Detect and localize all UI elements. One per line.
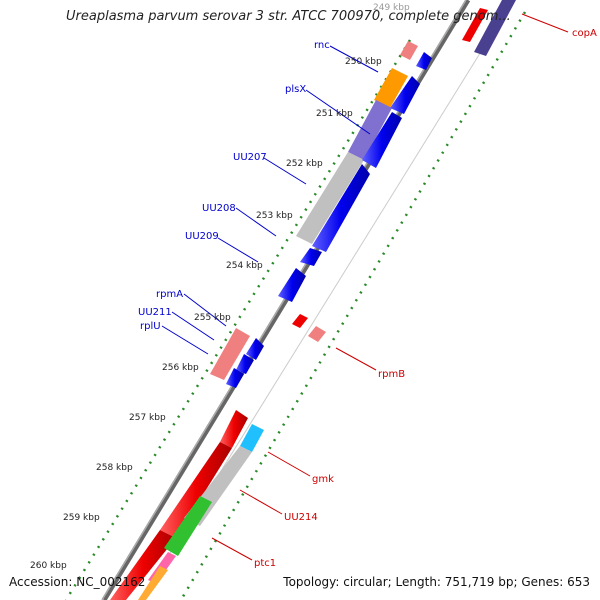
gene-label: UU208: [202, 203, 236, 214]
gene-label: UU207: [233, 152, 267, 163]
leader-UU208: [235, 207, 277, 237]
right-tick-track: [179, 11, 527, 600]
gene-label: rpmA: [156, 289, 183, 300]
gene-bottom-red-3[interactable]: [110, 530, 176, 600]
leader-rpmB: [335, 347, 377, 371]
gene-rnc-arrow[interactable]: [416, 52, 432, 70]
leader-UU209: [217, 237, 259, 263]
gene-UU211-arrow[interactable]: [236, 354, 254, 374]
gene-label: ptc1: [254, 558, 276, 569]
leader-rnc: [329, 45, 379, 73]
gene-rpmA-block[interactable]: [210, 328, 250, 380]
gene-bottom-red-2[interactable]: [160, 442, 232, 538]
gene-ptc1-green[interactable]: [164, 496, 212, 556]
leader-UU211: [171, 311, 215, 341]
gene-label: plsX: [285, 84, 306, 95]
gene-purple-block[interactable]: [348, 100, 392, 160]
tick-label: 259 kbp: [63, 513, 100, 523]
tick-label: 252 kbp: [286, 159, 323, 169]
map-title: Ureaplasma parvum serovar 3 str. ATCC 70…: [66, 9, 511, 24]
tick-label: 254 kbp: [226, 261, 263, 271]
gene-label: UU211: [138, 307, 172, 318]
gene-UU207-arrow[interactable]: [362, 112, 402, 168]
gene-label: gmk: [312, 474, 334, 485]
tick-label: 257 kbp: [129, 413, 166, 423]
gene-plsX-block[interactable]: [374, 68, 408, 108]
gene-label: rplU: [140, 321, 161, 332]
leader-gmk: [267, 451, 311, 477]
tick-label: 253 kbp: [256, 211, 293, 221]
leader-copA: [521, 13, 569, 33]
gene-UU209b-arrow[interactable]: [278, 268, 306, 302]
gene-bottom-stripe-2[interactable]: [138, 566, 168, 600]
gene-top-grey-purple[interactable]: [474, 0, 516, 56]
gene-rpmB-pink[interactable]: [308, 326, 326, 342]
leader-plsX: [305, 89, 371, 135]
tick-label: 260 kbp: [30, 561, 67, 571]
gene-copA[interactable]: [462, 8, 488, 42]
gene-plsX-arrow[interactable]: [390, 76, 420, 114]
leader-rplU: [161, 325, 209, 355]
gene-UU208-arrow[interactable]: [312, 164, 370, 252]
gene-label: rpmB: [378, 369, 405, 380]
accession-label: Accession: NC_002162: [9, 575, 146, 589]
gene-bottom-red-1[interactable]: [220, 410, 248, 448]
gene-UU207-block[interactable]: [296, 152, 364, 244]
leader-UU214: [239, 489, 283, 515]
leader-rpmA: [183, 293, 227, 327]
gene-label: UU214: [284, 512, 318, 523]
leader-UU207: [263, 157, 307, 185]
tick-label: 256 kbp: [162, 363, 199, 373]
gene-label: rnc: [314, 40, 330, 51]
tick-label: 255 kbp: [194, 313, 231, 323]
gene-UU209-arrow[interactable]: [300, 248, 322, 266]
gene-rplU-arrow[interactable]: [226, 368, 244, 388]
left-tick-track: [64, 39, 412, 600]
gene-gmk-cyan[interactable]: [240, 424, 264, 452]
gene-rnc-block[interactable]: [400, 41, 418, 60]
gene-rpmA-arrow[interactable]: [246, 338, 264, 360]
tick-label: 258 kbp: [96, 463, 133, 473]
tick-label: 250 kbp: [345, 57, 382, 67]
gene-rpmB-red[interactable]: [292, 314, 308, 328]
tick-label: 251 kbp: [316, 109, 353, 119]
tick-label: 249 kbp: [373, 3, 410, 13]
genome-summary: Topology: circular; Length: 751,719 bp; …: [283, 575, 590, 589]
gene-label: UU209: [185, 231, 219, 242]
gene-label: copA: [572, 28, 597, 39]
leader-ptc1: [211, 537, 253, 561]
